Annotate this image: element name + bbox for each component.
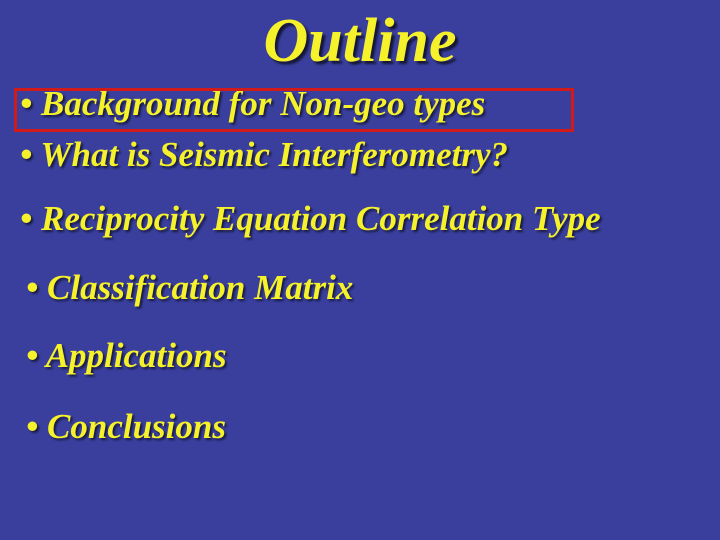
bullet-item-classification: • Classification Matrix [26, 269, 720, 308]
bullet-item-seismic: • What is Seismic Interferometry? [20, 136, 720, 175]
bullet-item-background: • Background for Non-geo types [20, 85, 720, 124]
slide-title: Outline [0, 0, 720, 77]
bullet-item-conclusions: • Conclusions [26, 408, 720, 447]
bullet-item-reciprocity: • Reciprocity Equation Correlation Type [20, 200, 720, 239]
bullet-item-applications: • Applications [26, 337, 720, 376]
bullet-list: • Background for Non-geo types • What is… [0, 77, 720, 446]
